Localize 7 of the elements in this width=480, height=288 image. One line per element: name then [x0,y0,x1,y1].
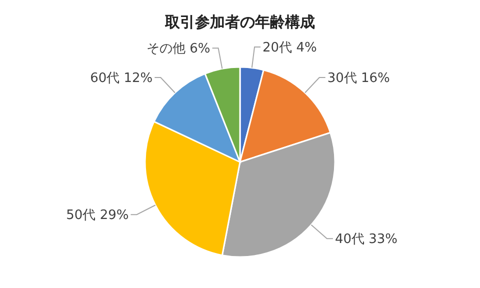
slice-label: 20代 4% [262,40,317,56]
slice-label: 50代 29% [66,208,129,224]
slice-label: 40代 33% [334,232,398,248]
slice-label: 30代 16% [327,71,390,86]
chart-title: 取引参加者の年齢構成 [164,13,315,31]
slice-label: その他 6% [146,42,210,57]
slice-label: 60代 12% [90,71,153,86]
